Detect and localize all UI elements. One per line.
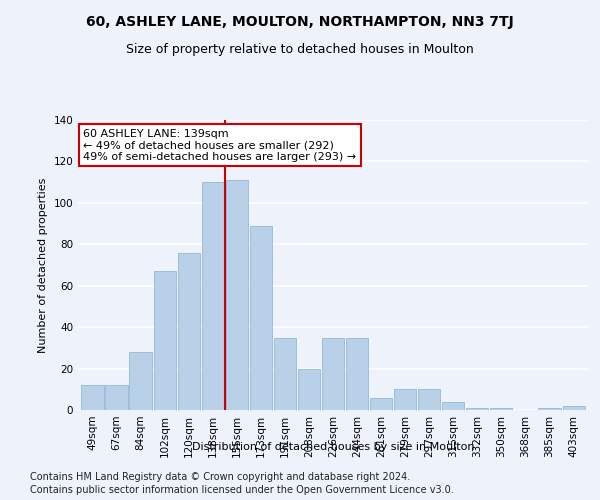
- Bar: [490, 408, 512, 410]
- Bar: [202, 182, 224, 410]
- Bar: [538, 408, 560, 410]
- Text: 60 ASHLEY LANE: 139sqm
← 49% of detached houses are smaller (292)
49% of semi-de: 60 ASHLEY LANE: 139sqm ← 49% of detached…: [83, 128, 356, 162]
- Bar: [370, 398, 392, 410]
- Bar: [322, 338, 344, 410]
- Bar: [274, 338, 296, 410]
- Bar: [466, 408, 488, 410]
- Bar: [298, 368, 320, 410]
- Bar: [106, 385, 128, 410]
- Bar: [346, 338, 368, 410]
- Y-axis label: Number of detached properties: Number of detached properties: [38, 178, 48, 352]
- Text: 60, ASHLEY LANE, MOULTON, NORTHAMPTON, NN3 7TJ: 60, ASHLEY LANE, MOULTON, NORTHAMPTON, N…: [86, 15, 514, 29]
- Bar: [394, 390, 416, 410]
- Text: Size of property relative to detached houses in Moulton: Size of property relative to detached ho…: [126, 42, 474, 56]
- Text: Contains public sector information licensed under the Open Government Licence v3: Contains public sector information licen…: [30, 485, 454, 495]
- Bar: [250, 226, 272, 410]
- Bar: [442, 402, 464, 410]
- Bar: [563, 406, 584, 410]
- Bar: [154, 271, 176, 410]
- Bar: [82, 385, 104, 410]
- Text: Distribution of detached houses by size in Moulton: Distribution of detached houses by size …: [192, 442, 474, 452]
- Bar: [418, 390, 440, 410]
- Bar: [130, 352, 152, 410]
- Bar: [226, 180, 248, 410]
- Bar: [178, 252, 200, 410]
- Text: Contains HM Land Registry data © Crown copyright and database right 2024.: Contains HM Land Registry data © Crown c…: [30, 472, 410, 482]
